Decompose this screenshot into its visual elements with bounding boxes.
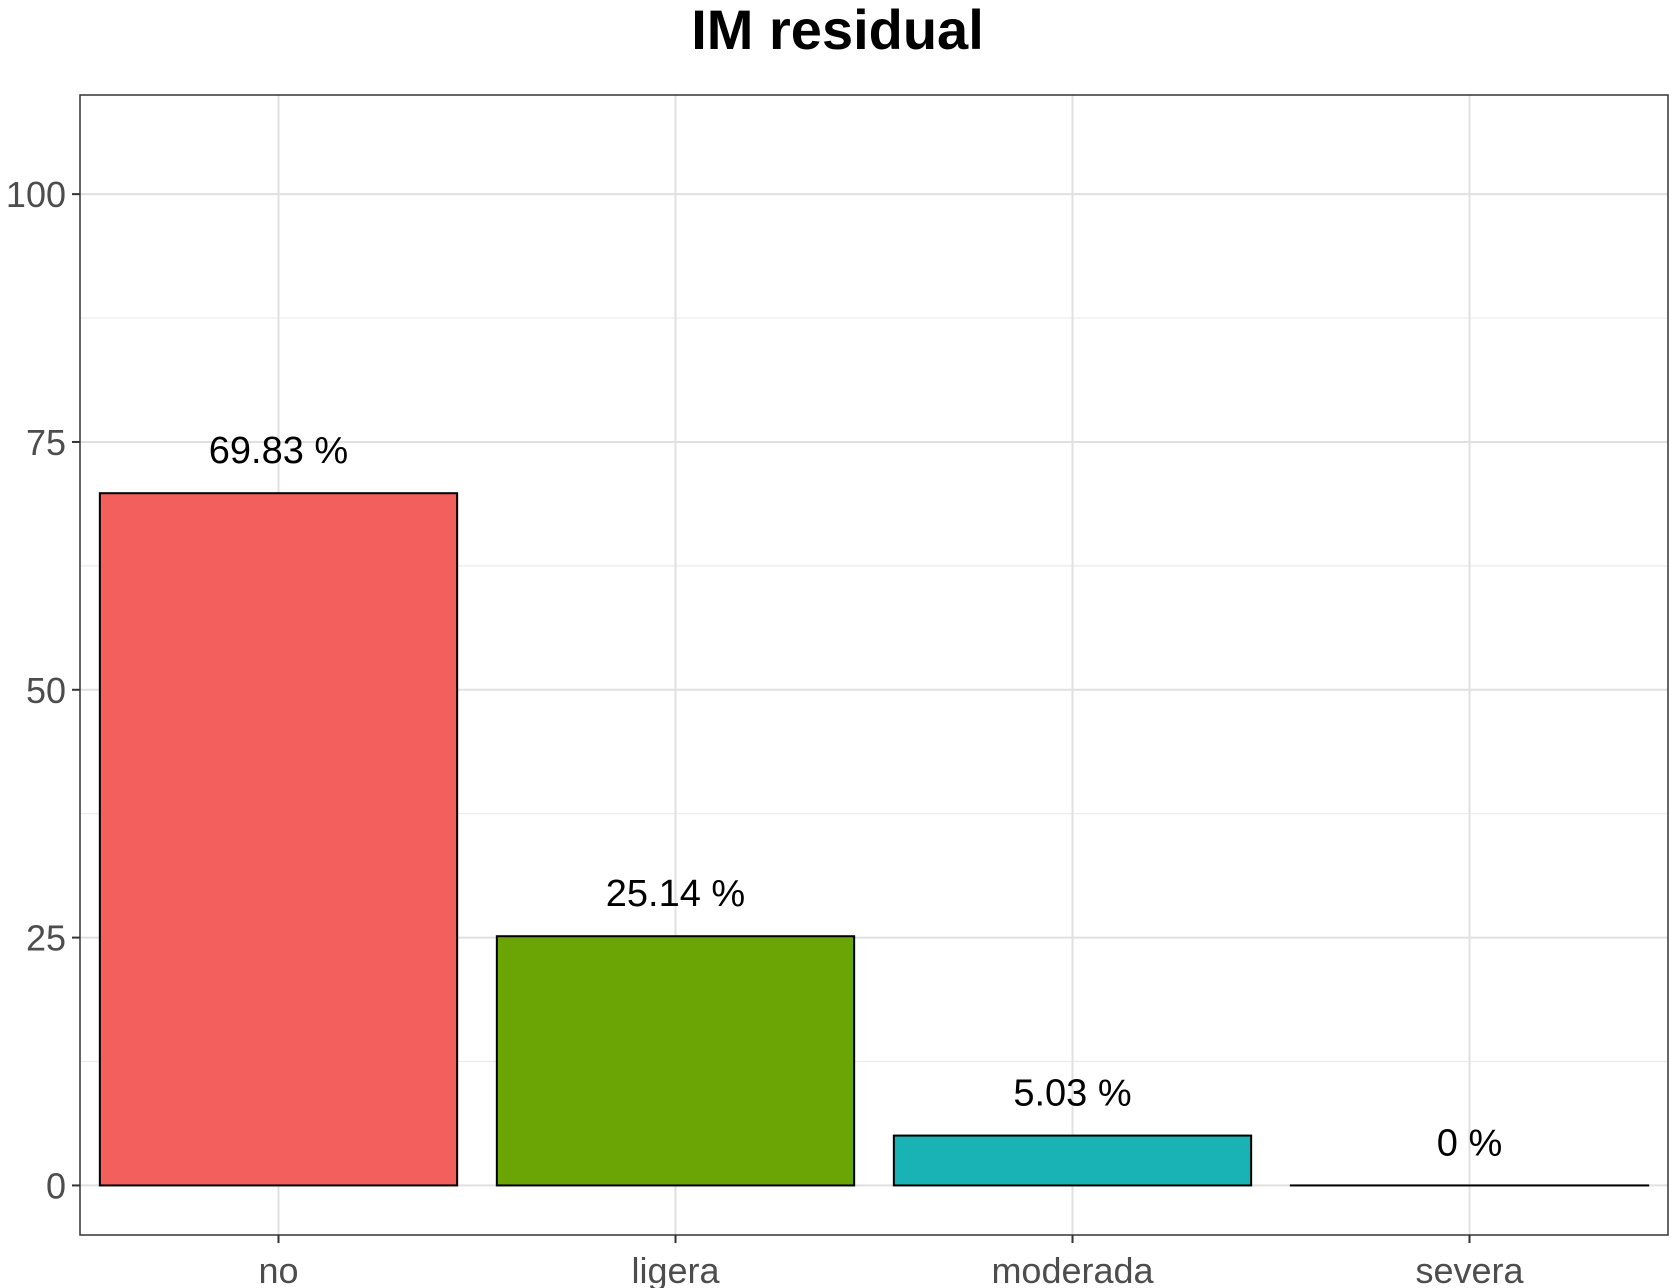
x-tick-label: no [258, 1250, 298, 1288]
x-tick-label: ligera [631, 1250, 720, 1288]
data-label-no: 69.83 % [209, 430, 348, 472]
y-tick-label: 75 [26, 422, 66, 463]
y-tick-label: 50 [26, 670, 66, 711]
data-label-severa: 0 % [1437, 1122, 1502, 1164]
bars [98, 492, 1650, 1187]
data-labels: 69.83 % 25.14 % 5.03 % 0 % [209, 430, 1502, 1164]
y-tick-label: 100 [6, 174, 66, 215]
x-tick-label: severa [1415, 1250, 1524, 1288]
bar-ligera [495, 935, 856, 1187]
bar-no [98, 492, 459, 1187]
axes: 0 25 50 75 100 no ligera moderada severa [6, 174, 1525, 1288]
data-label-ligera: 25.14 % [606, 873, 745, 915]
data-label-moderada: 5.03 % [1013, 1073, 1131, 1115]
panel-border [79, 94, 1669, 1236]
bar-moderada [892, 1134, 1253, 1187]
y-tick-label: 0 [46, 1165, 66, 1206]
chart-title: IM residual [691, 0, 984, 61]
x-tick-label: moderada [991, 1250, 1154, 1288]
y-tick-label: 25 [26, 918, 66, 959]
